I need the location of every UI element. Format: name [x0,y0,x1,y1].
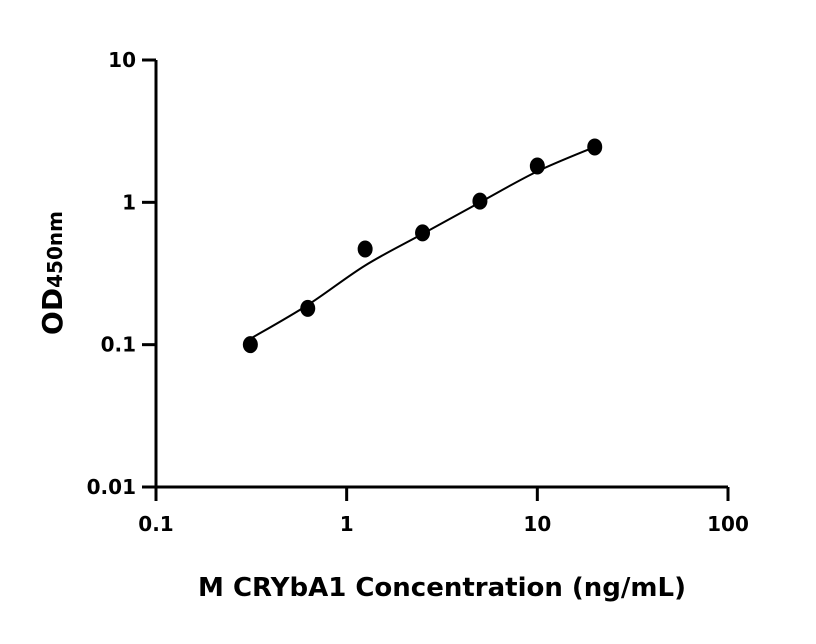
y-tick-label: 1 [122,190,136,214]
data-point [242,336,258,354]
x-axis-label: M CRYbA1 Concentration (ng/mL) [198,573,686,603]
y-axis-label: OD450nm [36,211,69,335]
y-tick-label: 10 [108,48,136,72]
data-point [415,224,431,242]
data-point [357,240,373,258]
x-tick-label: 1 [340,512,354,536]
y-tick-label: 0.1 [101,333,136,357]
x-tick-label: 10 [523,512,551,536]
data-point [300,299,316,317]
data-points [242,138,603,354]
data-point [472,192,488,210]
y-tick-label: 0.01 [87,475,136,499]
y-axis-label-main: OD [36,288,69,335]
x-tick-label: 0.1 [138,512,173,536]
y-axis-label-sub: 450nm [43,211,67,288]
x-tick-label: 100 [707,512,749,536]
data-point [529,157,545,175]
data-point [587,138,603,156]
